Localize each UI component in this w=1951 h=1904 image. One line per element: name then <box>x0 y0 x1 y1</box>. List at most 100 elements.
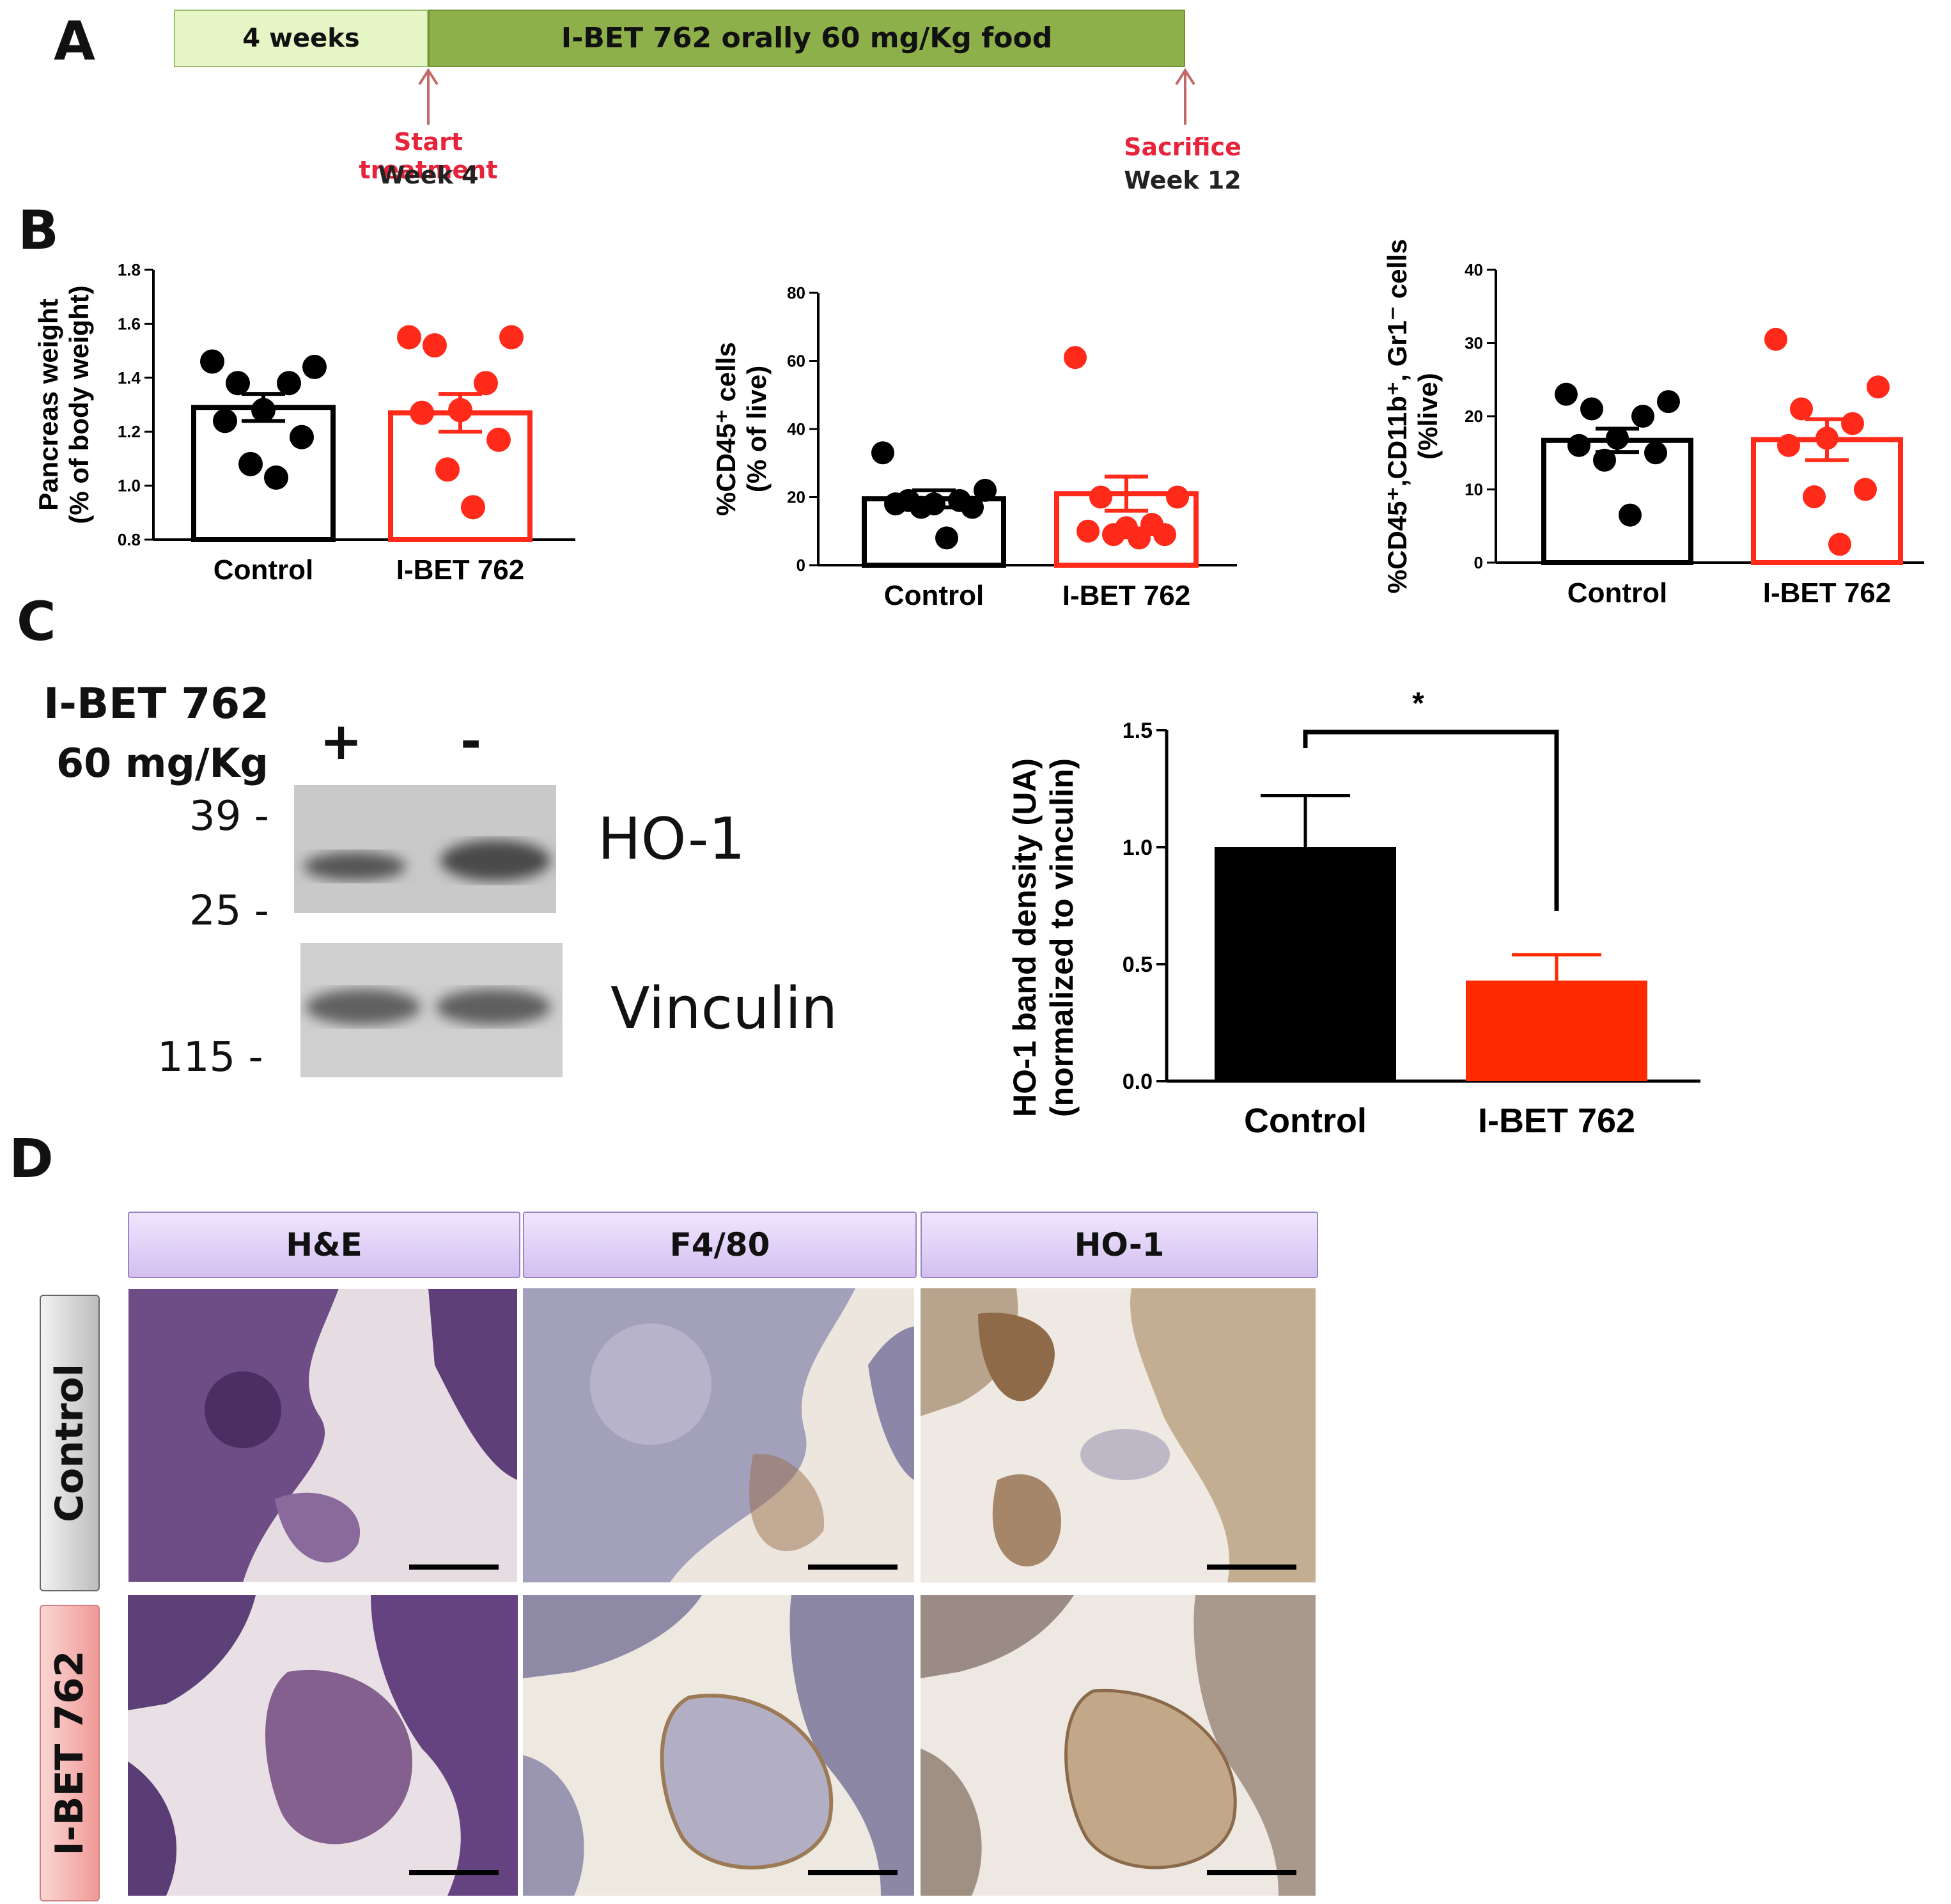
y-tick-label: 1.0 <box>118 476 141 496</box>
data-point <box>1764 327 1787 351</box>
y-tick-label: 0 <box>1474 553 1483 572</box>
sacrifice-week-label: Week 12 <box>1124 166 1241 194</box>
y-tick-label: 40 <box>1465 260 1483 279</box>
y-axis-label: Pancreas weight <box>33 299 63 510</box>
vinculin-blot-image <box>300 943 563 1077</box>
data-point <box>264 465 288 490</box>
histology-control-f480 <box>523 1288 914 1582</box>
bar <box>1466 980 1647 1081</box>
y-tick-label: 40 <box>787 419 805 439</box>
y-tick-label: 1.0 <box>1123 836 1153 860</box>
y-tick-label: 1.6 <box>118 314 141 333</box>
data-point <box>474 371 498 396</box>
y-axis-label: (% of live) <box>742 366 772 492</box>
category-label: I-BET 762 <box>1478 1102 1635 1140</box>
y-tick-label: 0.5 <box>1123 953 1153 977</box>
histology-ibet-f480 <box>523 1595 914 1896</box>
data-point <box>226 371 250 396</box>
data-point <box>1166 485 1189 509</box>
data-point <box>238 451 263 476</box>
row-label-ibet-text: I-BET 762 <box>47 1650 92 1856</box>
data-point <box>1619 503 1642 527</box>
mw-marker-115: 115 - <box>157 1034 263 1081</box>
lane-plus-label: + <box>320 712 363 771</box>
western-treatment-line1: I-BET 762 <box>43 679 270 728</box>
scale-bar <box>1207 1565 1296 1570</box>
band-label-vinculin: Vinculin <box>610 975 838 1042</box>
histology-control-he <box>128 1288 518 1582</box>
category-label: I-BET 762 <box>1062 580 1191 611</box>
lane-minus-label: - <box>460 712 482 771</box>
data-point <box>1128 526 1151 550</box>
data-point <box>1657 390 1680 414</box>
y-tick-label: 30 <box>1465 334 1483 353</box>
data-point <box>277 371 301 396</box>
category-label: Control <box>884 580 984 611</box>
data-point <box>935 526 958 550</box>
data-point <box>251 398 276 423</box>
data-point <box>1644 441 1667 465</box>
panel-letter-a: A <box>54 10 96 72</box>
y-axis-label: (% of body weight) <box>64 285 94 524</box>
band-label-ho1: HO-1 <box>598 806 745 873</box>
y-axis-label: (%live) <box>1413 373 1443 459</box>
mw-marker-25: 25 - <box>189 887 269 935</box>
category-label: Control <box>1244 1102 1367 1140</box>
data-point <box>1606 426 1629 450</box>
data-point <box>1828 533 1851 556</box>
data-point <box>410 400 434 425</box>
row-label-control-text: Control <box>47 1363 92 1523</box>
y-tick-label: 1.8 <box>118 260 141 279</box>
panel-letter-c: C <box>17 590 56 653</box>
scale-bar <box>808 1565 898 1570</box>
data-point <box>213 409 237 433</box>
category-label: I-BET 762 <box>396 554 525 586</box>
data-point <box>1555 382 1578 406</box>
scale-bar <box>808 1870 898 1875</box>
significance-bracket <box>1303 730 1559 911</box>
column-header-ho1: HO-1 <box>921 1212 1318 1278</box>
category-label: Control <box>214 554 313 586</box>
data-point <box>1631 405 1654 428</box>
ho1-density-chart: 0.0 0.5 1.0 1.5 HO-1 band density (UA) (norma… <box>1007 687 1700 1140</box>
data-point <box>1854 478 1877 501</box>
timeline-segment-treatment-label: I-BET 762 orally 60 mg/Kg food <box>561 22 1053 54</box>
y-tick-label: 80 <box>787 283 805 302</box>
data-point <box>974 478 997 502</box>
start-treatment-label: Start treatment <box>359 128 498 184</box>
data-point <box>1102 523 1125 547</box>
column-header-he: H&E <box>128 1212 520 1278</box>
panel-letter-d: D <box>9 1127 54 1190</box>
data-point <box>1064 346 1087 370</box>
column-header-f480: F4/80 <box>523 1212 917 1278</box>
scale-bar <box>409 1565 499 1570</box>
histology-ibet-ho1 <box>921 1595 1316 1896</box>
data-point <box>1089 485 1112 509</box>
start-arrow-icon <box>418 68 439 125</box>
data-point <box>1867 375 1890 399</box>
data-point <box>1077 519 1100 543</box>
western-treatment-line2: 60 mg/Kg <box>56 740 268 786</box>
panel-letter-b: B <box>18 199 59 261</box>
mw-marker-39: 39 - <box>189 793 269 840</box>
y-tick-label: 0.0 <box>1123 1070 1153 1094</box>
y-tick-label: 20 <box>1465 407 1483 426</box>
data-point <box>397 325 421 350</box>
cd45-cells-chart: 0 20 40 60 80 %CD45⁺ cells (% of live) Control I… <box>711 283 1237 611</box>
data-point <box>961 496 984 519</box>
data-point <box>1580 397 1603 421</box>
data-point <box>448 398 472 423</box>
y-tick-label: 1.5 <box>1123 719 1153 743</box>
row-label-ibet: I-BET 762 <box>40 1605 100 1901</box>
pancreas-weight-chart: 0.8 1.0 1.2 1.4 1.6 1.8 Pancreas weight (% of b… <box>33 260 575 586</box>
data-point <box>1790 397 1813 421</box>
bar <box>1215 847 1396 1081</box>
data-point <box>1593 448 1616 472</box>
y-tick-label: 10 <box>1465 480 1483 499</box>
ho1-blot-image <box>294 785 556 913</box>
start-week-label: Week 4 <box>378 161 479 189</box>
cd11b-cells-chart: 0 10 20 30 40 %CD45⁺,CD11b⁺, Gr1⁻ cells (%live… <box>1382 239 1924 609</box>
data-point <box>1153 523 1176 547</box>
data-point <box>290 425 314 449</box>
y-tick-label: 0.8 <box>118 530 141 549</box>
